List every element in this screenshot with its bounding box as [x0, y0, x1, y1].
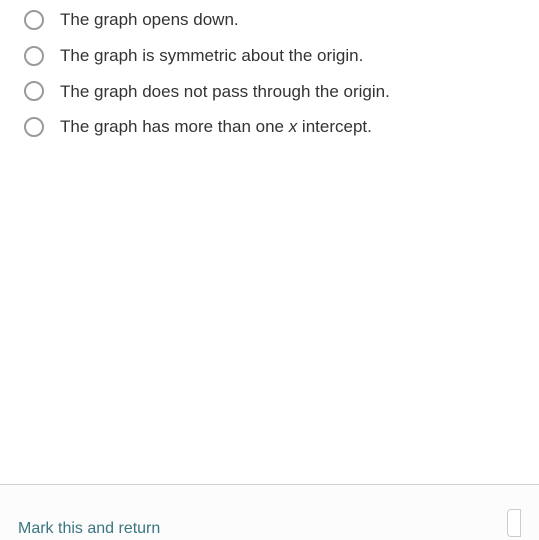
mark-return-link[interactable]: Mark this and return — [18, 520, 160, 538]
option-label: The graph is symmetric about the origin. — [60, 44, 363, 68]
option-label: The graph opens down. — [60, 8, 239, 32]
option-row[interactable]: The graph opens down. — [24, 8, 539, 32]
radio-icon[interactable] — [24, 117, 44, 137]
footer-button-partial[interactable] — [507, 509, 521, 537]
radio-icon[interactable] — [24, 10, 44, 30]
options-list: The graph opens down. The graph is symme… — [0, 0, 539, 139]
option-row[interactable]: The graph does not pass through the orig… — [24, 80, 539, 104]
option-row[interactable]: The graph has more than one x intercept. — [24, 115, 539, 139]
option-row[interactable]: The graph is symmetric about the origin. — [24, 44, 539, 68]
radio-icon[interactable] — [24, 81, 44, 101]
radio-icon[interactable] — [24, 46, 44, 66]
option-label: The graph does not pass through the orig… — [60, 80, 390, 104]
option-label: The graph has more than one x intercept. — [60, 115, 372, 139]
footer-bar: Mark this and return — [0, 484, 539, 540]
